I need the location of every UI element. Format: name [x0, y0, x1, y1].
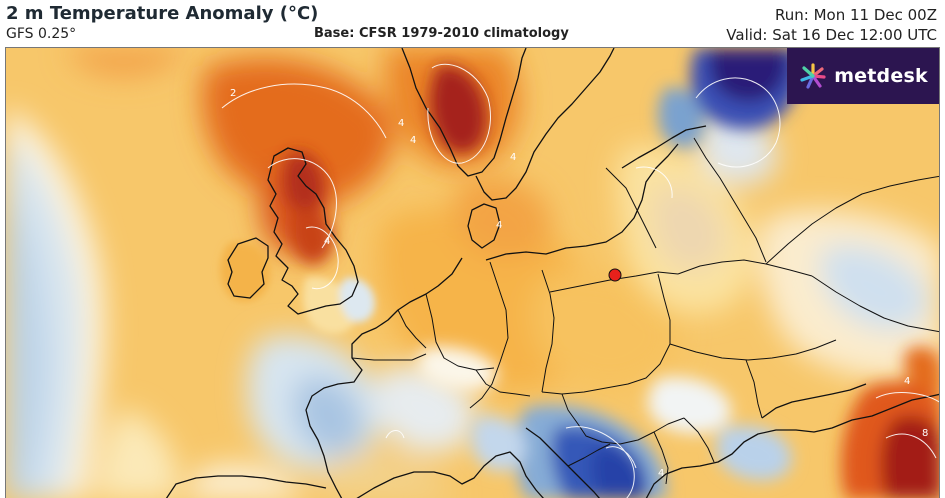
location-dot-icon	[608, 268, 622, 282]
coastlines	[165, 48, 939, 498]
contour-label: 4	[904, 376, 910, 387]
contour-labels: 2 4 4 4 4 4 4 4 8	[230, 88, 928, 479]
metdesk-logo: metdesk	[787, 48, 939, 104]
country-borders	[351, 137, 939, 485]
anomaly-contours	[221, 63, 939, 498]
contour-label: 4	[398, 118, 404, 129]
map-canvas: 2 4 4 4 4 4 4 4 8	[6, 48, 939, 498]
metdesk-spark-icon	[800, 63, 826, 89]
climatology-label: Base: CFSR 1979-2010 climatology	[314, 26, 569, 41]
anomaly-field	[6, 48, 939, 498]
map-title: 2 m Temperature Anomaly (°C)	[6, 3, 319, 24]
metdesk-logo-text: metdesk	[834, 65, 928, 87]
anomaly-map: 2 4 4 4 4 4 4 4 8 metde	[5, 47, 940, 498]
contour-label: 4	[510, 152, 516, 163]
contour-label: 4	[658, 468, 664, 479]
chart-header: 2 m Temperature Anomaly (°C) GFS 0.25° B…	[0, 0, 945, 46]
contour-label: 8	[922, 428, 928, 439]
valid-time-label: Valid: Sat 16 Dec 12:00 UTC	[726, 26, 937, 44]
contour-label: 4	[410, 135, 416, 146]
contour-label: 4	[324, 236, 330, 247]
contour-label: 4	[496, 220, 502, 231]
model-label: GFS 0.25°	[6, 26, 77, 42]
run-time-label: Run: Mon 11 Dec 00Z	[775, 6, 937, 24]
contour-label: 2	[230, 88, 236, 99]
